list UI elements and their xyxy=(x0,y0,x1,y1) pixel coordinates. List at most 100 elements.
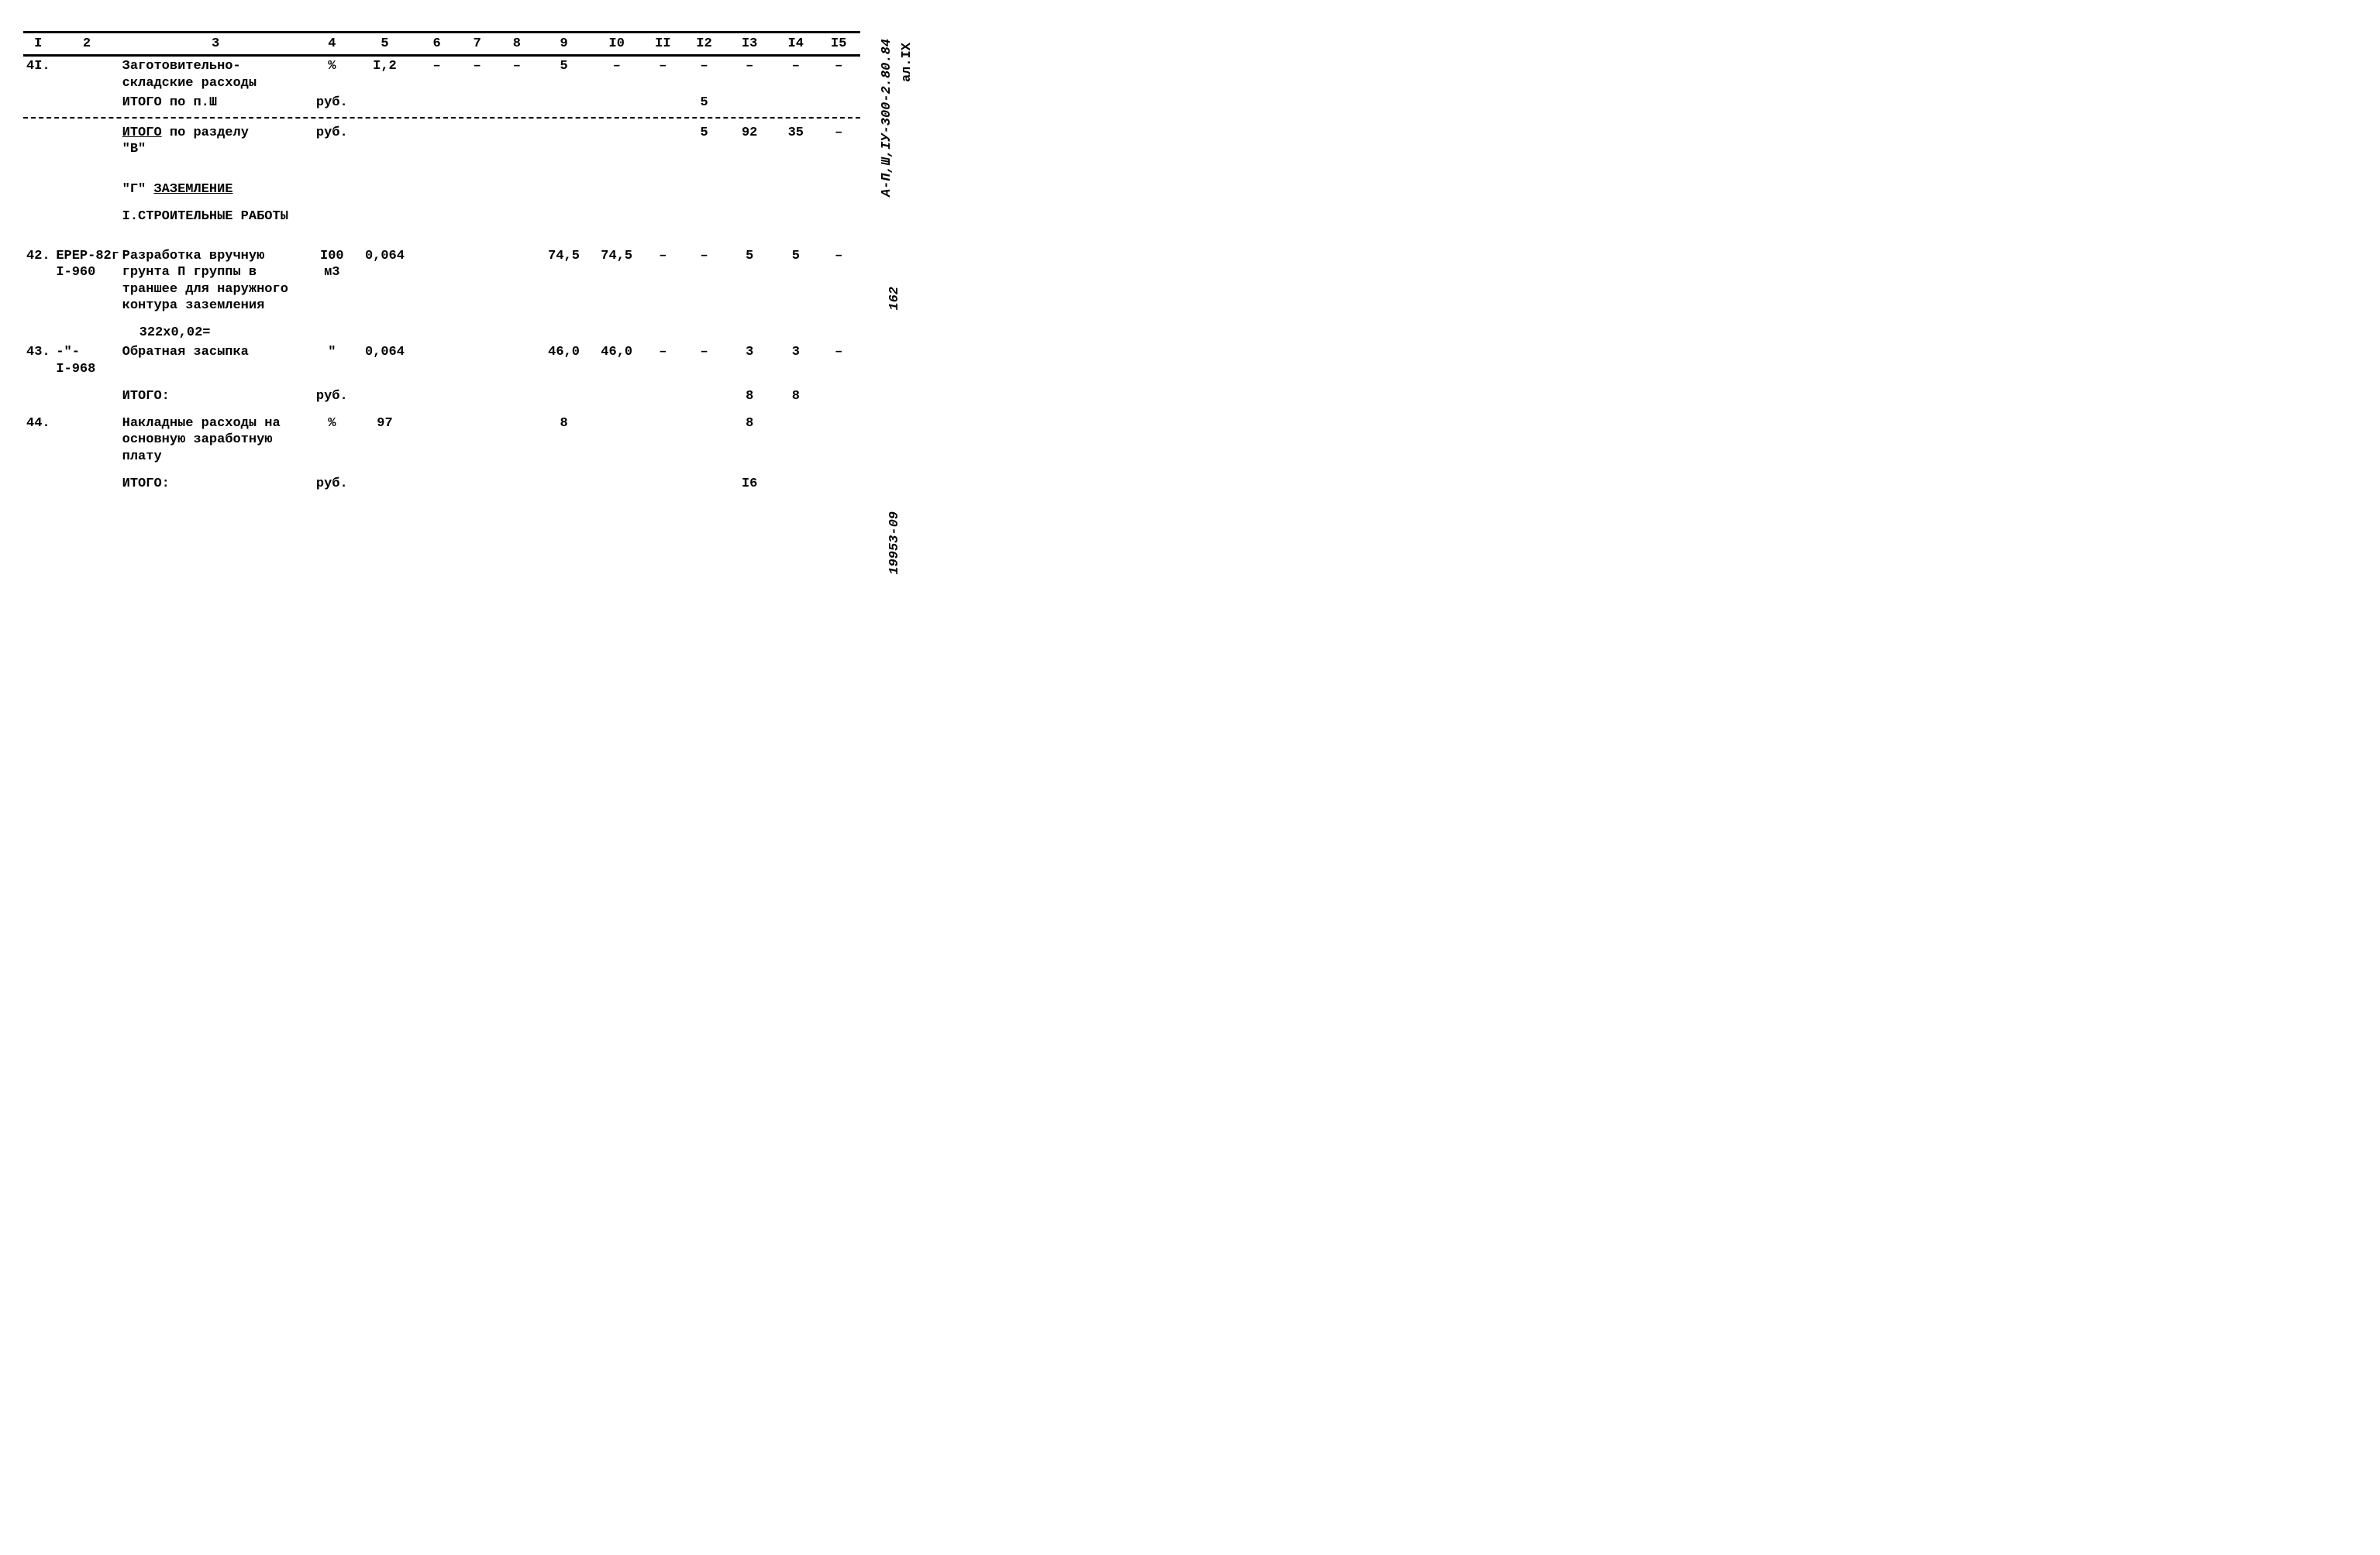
cell xyxy=(642,93,684,112)
cell: 46,0 xyxy=(591,342,642,379)
col-head: I xyxy=(23,33,53,56)
cell xyxy=(416,246,457,315)
cell xyxy=(53,93,120,112)
cell xyxy=(497,207,536,226)
cell xyxy=(497,474,536,494)
cell: 46,0 xyxy=(536,342,591,379)
cell: 5 xyxy=(725,246,774,315)
cell xyxy=(497,414,536,466)
cell xyxy=(536,207,591,226)
cell xyxy=(353,123,416,160)
cell xyxy=(497,323,536,342)
cell xyxy=(591,123,642,160)
table-row: 322х0,02= xyxy=(23,323,860,342)
cell: руб. xyxy=(311,474,353,494)
cell xyxy=(416,180,457,199)
cell xyxy=(416,207,457,226)
cell xyxy=(684,207,725,226)
table-row: ИТОГО по разделу"В"руб.59235– xyxy=(23,123,860,160)
table-row: "Г" ЗАЗЕМЛЕНИЕ xyxy=(23,180,860,199)
cell xyxy=(642,180,684,199)
cell xyxy=(817,323,860,342)
document-code: А-П,Ш,IУ-300-2.80.84 xyxy=(880,39,894,197)
cell xyxy=(774,323,817,342)
cell: 4I. xyxy=(23,56,53,93)
margin-column: А-П,Ш,IУ-300-2.80.84 ал.IX 162 19953-09 xyxy=(880,39,926,620)
cell: 0,064 xyxy=(353,246,416,315)
cell: I,2 xyxy=(353,56,416,93)
cell xyxy=(591,387,642,406)
cell: руб. xyxy=(311,123,353,160)
cell xyxy=(53,207,120,226)
cell: ИТОГО по разделу"В" xyxy=(121,123,311,160)
cell xyxy=(817,474,860,494)
cell xyxy=(457,474,497,494)
cell xyxy=(53,323,120,342)
col-head: I0 xyxy=(591,33,642,56)
cell xyxy=(311,180,353,199)
cell xyxy=(457,246,497,315)
cell xyxy=(774,207,817,226)
table-row: I.СТРОИТЕЛЬНЫЕ РАБОТЫ xyxy=(23,207,860,226)
cell: руб. xyxy=(311,387,353,406)
cell: – xyxy=(817,56,860,93)
cell: Обратная засыпка xyxy=(121,342,311,379)
cell: -"-I-968 xyxy=(53,342,120,379)
cell xyxy=(53,474,120,494)
col-head: I5 xyxy=(817,33,860,56)
cell: 0,064 xyxy=(353,342,416,379)
cell: руб. xyxy=(311,93,353,112)
cell xyxy=(774,474,817,494)
cell xyxy=(684,474,725,494)
cell xyxy=(684,414,725,466)
spacer-row xyxy=(23,379,860,387)
cell xyxy=(536,123,591,160)
cell xyxy=(684,180,725,199)
cell: – xyxy=(817,342,860,379)
cell xyxy=(353,207,416,226)
cell: – xyxy=(684,56,725,93)
table-row: 44.Накладные расходы на основную заработ… xyxy=(23,414,860,466)
cell: ИТОГО: xyxy=(121,387,311,406)
cell: 5 xyxy=(774,246,817,315)
cell xyxy=(457,123,497,160)
cell xyxy=(725,207,774,226)
cell xyxy=(774,93,817,112)
cell xyxy=(817,414,860,466)
cell: I6 xyxy=(725,474,774,494)
spacer-row xyxy=(23,315,860,323)
cell xyxy=(684,387,725,406)
cell xyxy=(53,56,120,93)
cell: 42. xyxy=(23,246,53,315)
cell: 5 xyxy=(684,123,725,160)
table-head: I 2 3 4 5 6 7 8 9 I0 II I2 I3 I4 I5 xyxy=(23,33,860,56)
cell xyxy=(684,323,725,342)
cell xyxy=(642,207,684,226)
col-head: 8 xyxy=(497,33,536,56)
cell: 43. xyxy=(23,342,53,379)
col-head: I3 xyxy=(725,33,774,56)
table-row: ИТОГО:руб.I6 xyxy=(23,474,860,494)
estimate-table-area: I 2 3 4 5 6 7 8 9 I0 II I2 I3 I4 I5 4I xyxy=(23,31,860,494)
cell: 74,5 xyxy=(591,246,642,315)
col-head: I2 xyxy=(684,33,725,56)
cell: – xyxy=(642,342,684,379)
cell: – xyxy=(642,246,684,315)
cell: 8 xyxy=(725,414,774,466)
cell: 8 xyxy=(725,387,774,406)
cell xyxy=(497,123,536,160)
cell xyxy=(23,123,53,160)
cell xyxy=(591,323,642,342)
spacer-row xyxy=(23,199,860,207)
cell xyxy=(536,93,591,112)
cell xyxy=(536,474,591,494)
col-head: 7 xyxy=(457,33,497,56)
cell: Заготовительно-складские расходы xyxy=(121,56,311,93)
cell: I.СТРОИТЕЛЬНЫЕ РАБОТЫ xyxy=(121,207,311,226)
cell xyxy=(416,323,457,342)
cell xyxy=(817,387,860,406)
cell xyxy=(497,246,536,315)
cell xyxy=(53,180,120,199)
cell: – xyxy=(416,56,457,93)
cell xyxy=(536,387,591,406)
